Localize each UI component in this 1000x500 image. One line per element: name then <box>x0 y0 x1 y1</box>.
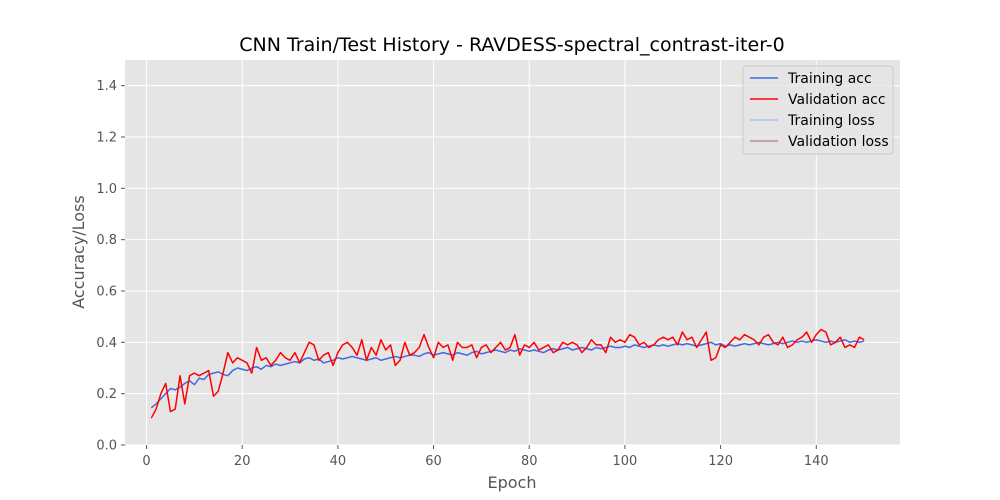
y-tick-label: 0.8 <box>96 233 117 248</box>
chart-title: CNN Train/Test History - RAVDESS-spectra… <box>239 34 785 56</box>
y-tick-label: 0.0 <box>96 439 117 454</box>
x-tick-label: 40 <box>330 454 347 469</box>
series-line-validation-acc <box>150 328 865 419</box>
x-tick-label: 120 <box>708 454 733 469</box>
x-tick-label: 140 <box>804 454 829 469</box>
series-line-training-acc <box>150 339 865 409</box>
legend-box <box>742 65 894 155</box>
y-tick-label: 0.4 <box>96 336 117 351</box>
axis-ticks: 0 20 40 60 80 100 120 140 0.0 0.2 0.4 0.6 0.8 1.0 1.2 1… <box>96 79 828 469</box>
x-tick-label: 100 <box>613 454 638 469</box>
legend-label-validation-acc: Validation acc <box>788 92 886 108</box>
y-tick-label: 0.2 <box>96 387 117 402</box>
legend: Training acc Validation acc Training loss V… <box>742 65 894 155</box>
x-axis-label: Epoch <box>488 473 537 492</box>
legend-label-training-loss: Training loss <box>787 113 875 129</box>
x-tick-label: 80 <box>521 454 538 469</box>
legend-label-training-acc: Training acc <box>787 71 872 87</box>
x-tick-label: 60 <box>425 454 442 469</box>
y-tick-label: 0.6 <box>96 285 117 300</box>
y-tick-label: 1.2 <box>96 131 117 146</box>
y-tick-label: 1.4 <box>96 79 117 94</box>
x-tick-label: 0 <box>142 454 150 469</box>
plot-lines <box>150 328 865 419</box>
x-tick-label: 20 <box>234 454 251 469</box>
y-tick-label: 1.0 <box>96 182 117 197</box>
y-axis-label: Accuracy/Loss <box>69 195 88 309</box>
legend-label-validation-loss: Validation loss <box>788 134 889 150</box>
